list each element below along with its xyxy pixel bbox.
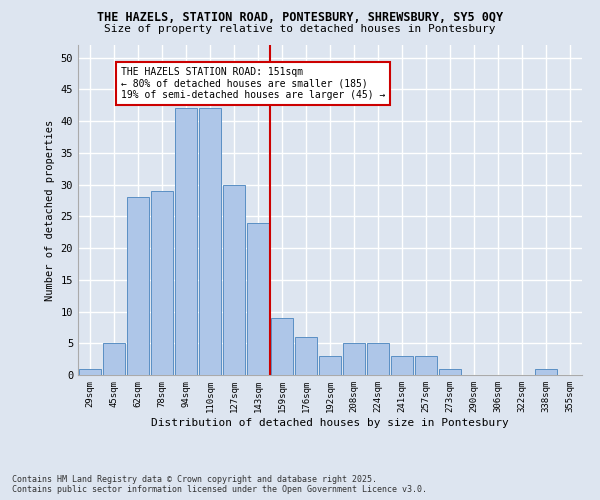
Text: Contains HM Land Registry data © Crown copyright and database right 2025.
Contai: Contains HM Land Registry data © Crown c… — [12, 474, 427, 494]
Bar — [199, 108, 221, 375]
Bar — [439, 368, 461, 375]
Bar — [223, 184, 245, 375]
Bar — [247, 222, 269, 375]
Text: THE HAZELS STATION ROAD: 151sqm
← 80% of detached houses are smaller (185)
19% o: THE HAZELS STATION ROAD: 151sqm ← 80% of… — [121, 67, 386, 100]
Bar — [271, 318, 293, 375]
Bar — [415, 356, 437, 375]
Bar — [391, 356, 413, 375]
Bar — [79, 368, 101, 375]
Bar — [343, 344, 365, 375]
X-axis label: Distribution of detached houses by size in Pontesbury: Distribution of detached houses by size … — [151, 418, 509, 428]
Bar — [295, 337, 317, 375]
Bar — [151, 191, 173, 375]
Y-axis label: Number of detached properties: Number of detached properties — [45, 120, 55, 300]
Bar — [319, 356, 341, 375]
Text: Size of property relative to detached houses in Pontesbury: Size of property relative to detached ho… — [104, 24, 496, 34]
Bar — [127, 198, 149, 375]
Bar — [367, 344, 389, 375]
Bar — [103, 344, 125, 375]
Text: THE HAZELS, STATION ROAD, PONTESBURY, SHREWSBURY, SY5 0QY: THE HAZELS, STATION ROAD, PONTESBURY, SH… — [97, 11, 503, 24]
Bar — [535, 368, 557, 375]
Bar — [175, 108, 197, 375]
